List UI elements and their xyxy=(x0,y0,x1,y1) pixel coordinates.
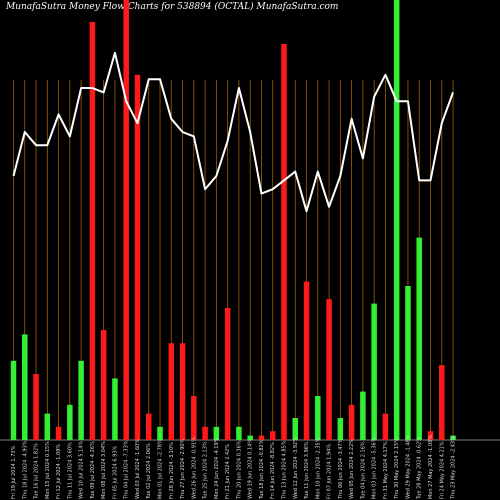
x-tick-label: Wed 26 Jun 2024 -0.91% xyxy=(191,437,197,499)
x-tick-label: Thu 18 Jul 2024 -4.93% xyxy=(22,440,28,500)
x-tick-label: Fri 21 Jun 2024 2.42% xyxy=(225,444,231,499)
x-tick-label: Tue 11 Jun 2024 3.96% xyxy=(304,441,310,500)
bar-up xyxy=(315,396,321,440)
x-tick-label: Thu 06 Jun 2024 -3.47% xyxy=(338,438,344,500)
x-tick-label: Tue 09 Jul 2024 -4.26% xyxy=(90,441,96,500)
bar-up xyxy=(292,418,298,440)
price-line xyxy=(12,51,454,213)
bar-up xyxy=(67,404,73,440)
bar-down xyxy=(224,308,231,440)
x-tick-label: Mon 10 Jun 2024 -2.35% xyxy=(315,437,321,499)
bar-down xyxy=(439,365,445,440)
bar-down xyxy=(145,413,152,440)
bar-up xyxy=(360,391,366,440)
x-tick-label: Wed 19 Jun 2024 0.14% xyxy=(248,439,254,499)
bar-up xyxy=(371,303,377,440)
x-tick-label: Tue 18 Jun 2024 -0.82% xyxy=(259,439,265,500)
bar-down xyxy=(123,0,129,440)
x-tick-label: Tue 25 Jun 2024 2.13% xyxy=(203,441,209,500)
x-tick-label: Wed 10 Jul 2024 5.14% xyxy=(79,440,85,499)
x-tick-label: Thu 20 Jun 2024 0.36% xyxy=(236,440,242,500)
money-flow-bars xyxy=(10,0,456,441)
bar-down xyxy=(281,44,287,440)
x-tick-label: Fri 24 May 2024 4.21% xyxy=(439,441,445,499)
x-tick-label: Fri 28 Jun 2024 -3.10% xyxy=(169,442,175,499)
price-line-layer xyxy=(12,51,454,213)
x-tick-label: Fri 05 Jul 2024 6.93% xyxy=(112,445,118,499)
x-axis-tick-labels: Fri 19 Jul 2024 1.73% Thu 18 Jul 2024 -4.… xyxy=(11,434,457,500)
bar-up xyxy=(450,435,456,440)
bar-down xyxy=(33,374,39,440)
x-tick-label: Fri 14 Jun 2024 -8.82% xyxy=(270,442,276,499)
x-tick-label: Wed 05 Jun 2024 2.22% xyxy=(349,439,355,499)
bar-down xyxy=(326,299,332,440)
x-tick-label: Wed 03 Jul 2024 -1.60% xyxy=(135,439,141,499)
x-tick-label: Tue 04 Jun 2024 2.16% xyxy=(360,441,366,500)
x-tick-label: Thu 30 May 2024 2.15% xyxy=(394,438,400,500)
x-tick-label: Mon 03 Jun 2024 -5.36% xyxy=(372,437,378,499)
bar-up xyxy=(78,360,84,440)
x-tick-label: Wed 29 May 2024 -1.48% xyxy=(405,434,411,499)
bar-down xyxy=(348,404,355,440)
bar-down xyxy=(303,281,310,440)
bar-up xyxy=(112,378,118,440)
bar-down xyxy=(134,74,141,441)
bar-up xyxy=(247,435,253,440)
bar-down xyxy=(191,396,197,440)
bar-down xyxy=(100,330,107,440)
bar-down xyxy=(258,435,265,440)
x-tick-label: Thu 27 Jun 2024 -2.90% xyxy=(180,438,186,500)
x-tick-label: Tue 16 Jul 2024 1.82% xyxy=(34,443,40,500)
bar-down xyxy=(269,431,276,440)
x-tick-label: Wed 12 Jun 2024 -3.92% xyxy=(293,437,299,499)
x-tick-label: Thu 13 Jun 2024 4.85% xyxy=(281,440,287,500)
x-tick-label: Thu 11 Jul 2024 3.60% xyxy=(67,442,73,500)
x-tick-label: Mon 08 Jul 2024 3.04% xyxy=(101,441,107,499)
x-tick-label: Mon 15 Jul 2024 0.15% xyxy=(45,441,51,499)
bar-down xyxy=(382,413,389,440)
chart-title: MunafaSutra Money Flow Charts for 538894… xyxy=(6,2,339,12)
bar-down xyxy=(427,431,434,440)
x-tick-label: Tue 28 May 2024 -0.62% xyxy=(417,437,423,500)
x-tick-label: Fri 19 Jul 2024 1.73% xyxy=(11,445,17,499)
bar-up xyxy=(337,418,344,440)
bar-up xyxy=(157,426,163,440)
bar-up xyxy=(236,426,242,440)
x-tick-label: Thu 04 Jul 2024 -7.33% xyxy=(124,440,130,500)
bar-up xyxy=(10,360,17,440)
bar-up xyxy=(44,413,51,440)
x-tick-label: Mon 27 May 2024 -1.08% xyxy=(428,435,434,499)
bar-down xyxy=(168,343,175,440)
bar-down xyxy=(55,426,62,440)
x-tick-label: Tue 02 Jul 2024 2.06% xyxy=(146,443,152,500)
bar-up xyxy=(213,426,220,440)
bar-up xyxy=(393,0,400,440)
x-tick-label: Fri 31 May 2024 4.17% xyxy=(383,441,389,499)
bar-up xyxy=(22,334,28,440)
bar-down xyxy=(89,22,96,440)
x-tick-label: Mon 01 Jul 2024 -2.78% xyxy=(158,439,164,499)
bar-down xyxy=(179,343,186,440)
bar-up xyxy=(405,286,411,440)
x-tick-label: Fri 12 Jul 2024 -1.09% xyxy=(56,444,62,499)
bar-up xyxy=(416,237,422,440)
x-tick-label: Thu 23 May 2024 -2.43% xyxy=(451,436,457,500)
bar-down xyxy=(202,426,208,440)
x-tick-label: Mon 24 Jun 2024 -4.19% xyxy=(214,437,220,499)
x-tick-label: Fri 07 Jun 2024 1.94% xyxy=(327,444,333,499)
